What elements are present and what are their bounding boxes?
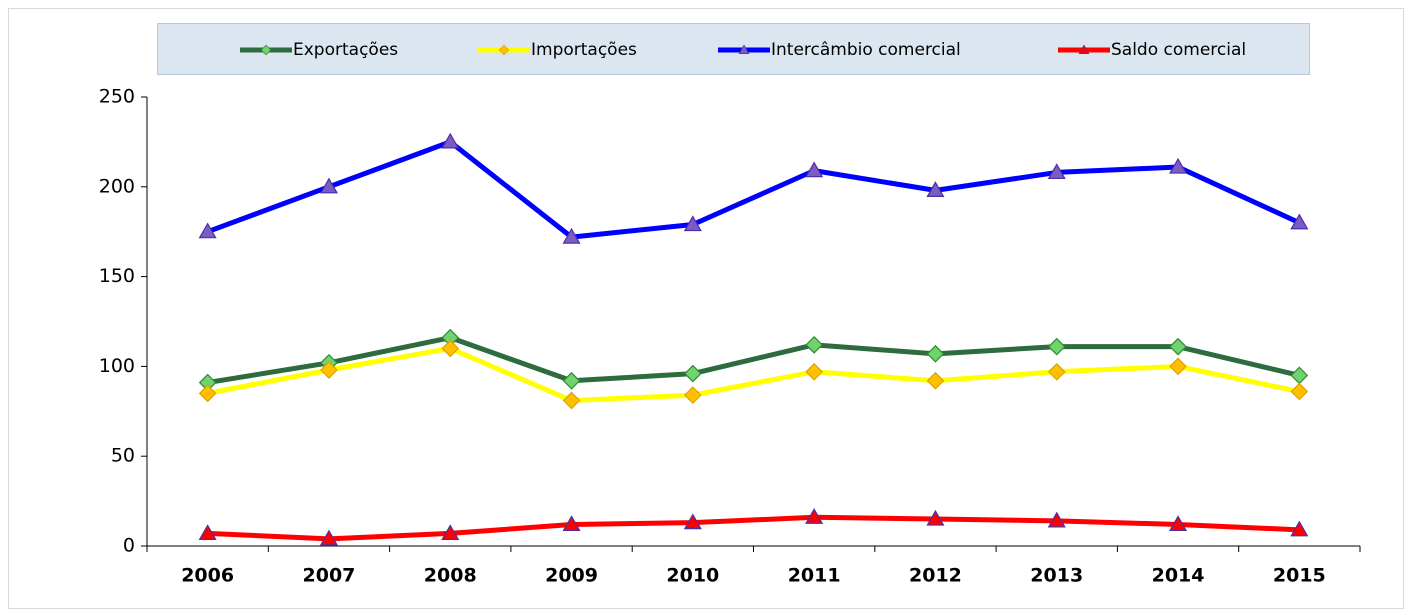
data-point — [1290, 213, 1309, 230]
x-tick-label: 2011 — [788, 565, 841, 587]
data-point — [562, 371, 581, 390]
x-tick-label: 2008 — [424, 565, 477, 587]
y-tick-label: 50 — [111, 445, 135, 467]
legend-label: Saldo comercial — [1111, 40, 1246, 60]
x-tick-label: 2010 — [666, 565, 719, 587]
data-point — [562, 227, 581, 244]
data-point — [1047, 337, 1066, 356]
y-tick-label: 0 — [123, 535, 135, 557]
data-point — [683, 215, 702, 232]
legend-marker — [498, 44, 510, 56]
data-point — [441, 524, 460, 541]
data-point — [562, 391, 581, 410]
x-tick-label: 2007 — [303, 565, 356, 587]
data-point — [1290, 382, 1309, 401]
x-tick-label: 2009 — [545, 565, 598, 587]
data-point — [441, 132, 460, 149]
data-point — [805, 335, 823, 354]
x-tick-label: 2015 — [1273, 565, 1326, 587]
data-point — [926, 509, 945, 526]
legend-label: Intercâmbio comercial — [771, 40, 961, 60]
data-point — [319, 529, 338, 546]
data-point — [1047, 163, 1066, 180]
data-point — [1169, 515, 1188, 532]
series-line — [207, 514, 1300, 542]
data-point — [319, 177, 338, 194]
data-point — [1169, 357, 1187, 376]
data-point — [805, 161, 824, 178]
legend-marker — [1078, 44, 1090, 54]
legend-marker — [738, 44, 750, 54]
data-point — [926, 181, 945, 197]
data-point — [1290, 520, 1309, 537]
data-point — [1047, 511, 1066, 528]
y-tick-label: 250 — [99, 86, 135, 108]
data-point — [684, 386, 702, 404]
data-point — [1169, 337, 1187, 356]
data-point — [1047, 362, 1066, 381]
x-tick-label: 2006 — [181, 565, 234, 587]
data-point — [926, 371, 945, 390]
x-tick-label: 2014 — [1152, 565, 1205, 587]
chart-frame — [8, 8, 1404, 609]
series-line — [207, 335, 1300, 386]
y-tick-label: 150 — [99, 265, 135, 287]
data-point — [198, 384, 217, 403]
data-point — [805, 508, 824, 524]
data-point — [320, 361, 338, 379]
x-tick-label: 2012 — [909, 565, 962, 587]
data-point — [198, 222, 217, 239]
legend-label: Exportações — [293, 40, 398, 60]
data-point — [683, 513, 702, 530]
legend-label: Importações — [531, 40, 637, 60]
legend-marker — [260, 44, 272, 56]
data-point — [562, 515, 581, 532]
data-point — [805, 362, 823, 381]
data-point — [1169, 157, 1188, 174]
series-line — [206, 139, 1301, 240]
y-tick-label: 200 — [99, 175, 135, 197]
data-point — [684, 364, 702, 383]
data-point — [926, 344, 945, 363]
data-point — [198, 524, 217, 541]
data-point — [441, 339, 460, 358]
series-line — [207, 345, 1300, 404]
y-tick-label: 100 — [99, 355, 135, 377]
x-tick-label: 2013 — [1030, 565, 1083, 587]
